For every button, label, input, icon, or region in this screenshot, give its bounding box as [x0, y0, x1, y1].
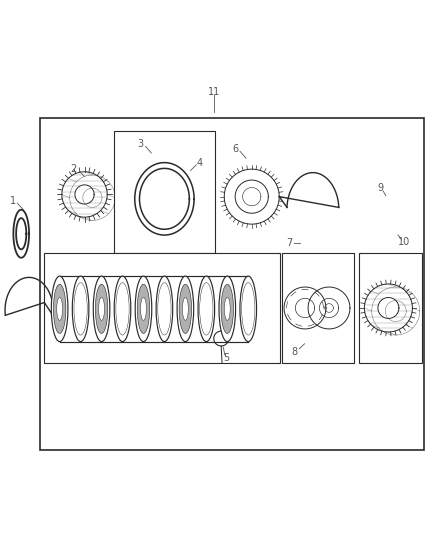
Ellipse shape: [72, 276, 89, 342]
Ellipse shape: [135, 276, 152, 342]
Ellipse shape: [240, 276, 257, 342]
Text: 8: 8: [291, 346, 297, 357]
Text: 4: 4: [196, 158, 202, 167]
Ellipse shape: [57, 297, 63, 320]
Ellipse shape: [219, 276, 236, 342]
Ellipse shape: [200, 282, 213, 335]
Ellipse shape: [158, 282, 171, 335]
Text: 3: 3: [138, 139, 144, 149]
Text: 5: 5: [223, 353, 229, 363]
Ellipse shape: [53, 284, 66, 334]
Ellipse shape: [224, 297, 230, 320]
Text: 9: 9: [378, 183, 384, 193]
Ellipse shape: [114, 276, 131, 342]
FancyBboxPatch shape: [114, 131, 215, 253]
Text: 11: 11: [208, 87, 220, 97]
FancyBboxPatch shape: [283, 253, 354, 362]
Ellipse shape: [156, 276, 173, 342]
Ellipse shape: [198, 276, 215, 342]
Ellipse shape: [242, 282, 255, 335]
Ellipse shape: [179, 284, 191, 334]
Ellipse shape: [74, 282, 87, 335]
FancyBboxPatch shape: [44, 253, 280, 362]
Ellipse shape: [137, 284, 150, 334]
Text: 6: 6: [233, 143, 239, 154]
Ellipse shape: [183, 297, 188, 320]
Text: 1: 1: [10, 196, 16, 206]
FancyBboxPatch shape: [40, 118, 424, 450]
Ellipse shape: [141, 297, 146, 320]
Text: 7: 7: [286, 238, 292, 248]
Ellipse shape: [51, 276, 68, 342]
Ellipse shape: [99, 297, 104, 320]
Ellipse shape: [116, 282, 129, 335]
Ellipse shape: [221, 284, 233, 334]
Ellipse shape: [177, 276, 194, 342]
Ellipse shape: [95, 284, 108, 334]
Ellipse shape: [93, 276, 110, 342]
Text: 2: 2: [71, 164, 77, 174]
Text: 10: 10: [399, 238, 411, 247]
FancyBboxPatch shape: [359, 253, 422, 362]
